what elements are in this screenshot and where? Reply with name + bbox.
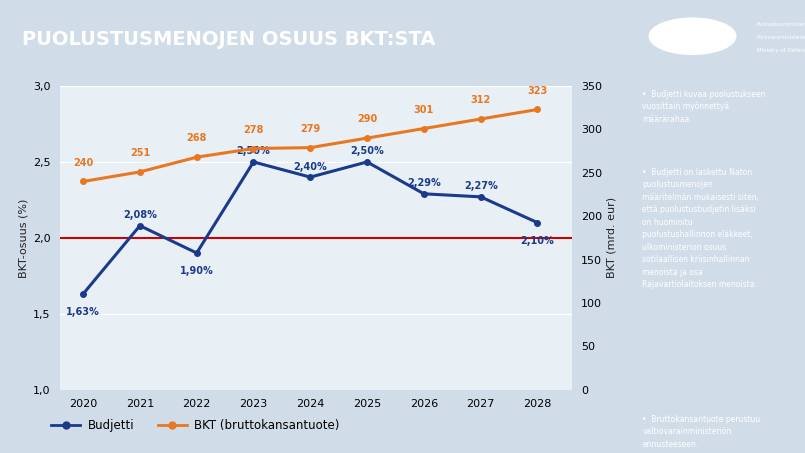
Circle shape [649, 18, 736, 54]
Text: 2,08%: 2,08% [123, 210, 157, 220]
Text: 1,63%: 1,63% [66, 307, 100, 317]
Text: 290: 290 [357, 114, 378, 124]
Text: 1,90%: 1,90% [180, 266, 213, 276]
Text: 301: 301 [414, 105, 434, 115]
Text: Försvarsministeriet: Försvarsministeriet [757, 35, 805, 40]
Text: 279: 279 [300, 124, 320, 134]
Text: 2,29%: 2,29% [407, 178, 441, 188]
Y-axis label: BKT-osuus (%): BKT-osuus (%) [19, 198, 29, 278]
Text: 2,40%: 2,40% [293, 162, 327, 172]
Text: •  Budjetti on laskettu Naton
puolustusmenojen
määritelmän mukaisesti siten,
ett: • Budjetti on laskettu Naton puolustusme… [642, 168, 759, 289]
Text: 2,50%: 2,50% [350, 146, 384, 156]
Text: 2,10%: 2,10% [521, 236, 555, 246]
Text: 2,50%: 2,50% [237, 146, 270, 156]
Text: 312: 312 [471, 95, 491, 105]
Text: Puolustusministeriö: Puolustusministeriö [757, 22, 805, 27]
Text: 278: 278 [243, 125, 264, 135]
Text: •  Budjetti kuvaa puolustukseen
vuosittain myönnettyä
määrärahaa.: • Budjetti kuvaa puolustukseen vuosittai… [642, 90, 766, 124]
Y-axis label: BKT (mrd. eur): BKT (mrd. eur) [606, 197, 617, 279]
Text: 240: 240 [73, 158, 93, 168]
Text: •  Bruttokansantuote perustuu
valtiovarainministeriön
ennusteeseen.: • Bruttokansantuote perustuu valtiovarai… [642, 415, 761, 449]
Text: PUOLUSTUSMENOJEN OSUUS BKT:STA: PUOLUSTUSMENOJEN OSUUS BKT:STA [22, 30, 436, 49]
Legend: Budjetti, BKT (bruttokansantuote): Budjetti, BKT (bruttokansantuote) [46, 414, 345, 437]
Text: 2,27%: 2,27% [464, 181, 497, 191]
Text: 323: 323 [527, 86, 547, 96]
Text: Ministry of Defence: Ministry of Defence [757, 48, 805, 53]
Text: 251: 251 [130, 148, 150, 158]
Text: 268: 268 [187, 133, 207, 143]
